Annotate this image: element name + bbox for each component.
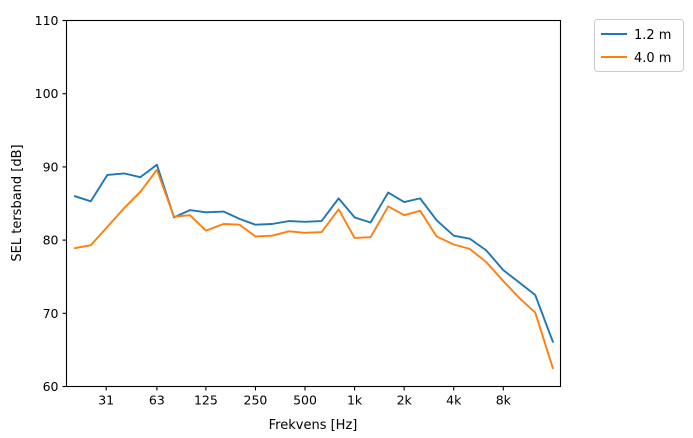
y-tick-label: 70 — [43, 306, 59, 321]
legend-box — [594, 19, 684, 72]
x-tick-label: 2k — [397, 393, 413, 408]
y-tick-label: 110 — [35, 13, 59, 28]
y-tick-label: 90 — [43, 159, 59, 174]
y-axis-tick-labels: 60 70 80 90 100 110 — [35, 13, 59, 394]
x-tick-label: 250 — [244, 393, 268, 408]
x-axis-label: Frekvens [Hz] — [269, 418, 358, 433]
y-tick-label: 60 — [43, 379, 59, 394]
x-tick-label: 1k — [347, 393, 363, 408]
legend-label-1.2m: 1.2 m — [634, 28, 671, 43]
x-tick-label: 31 — [98, 393, 114, 408]
y-axis-ticks — [62, 19, 67, 388]
y-tick-label: 80 — [43, 233, 59, 248]
x-tick-label: 8k — [496, 393, 512, 408]
x-axis-ticks — [105, 386, 504, 391]
y-axis-label: SEL tersband [dB] — [10, 144, 25, 261]
plot-frame — [65, 19, 562, 388]
x-tick-label: 4k — [446, 393, 462, 408]
y-tick-label: 100 — [35, 86, 59, 101]
legend-label-4.0m: 4.0 m — [634, 51, 671, 66]
chart-legend[interactable]: 1.2 m 4.0 m — [594, 19, 684, 72]
x-tick-label: 500 — [293, 393, 317, 408]
x-axis-tick-labels: 31 63 125 250 500 1k 2k 4k 8k — [98, 393, 511, 408]
series-line-1.2m — [73, 163, 554, 343]
series-line-4.0m — [73, 168, 554, 370]
data-series-group — [73, 163, 554, 370]
x-tick-label: 63 — [149, 393, 165, 408]
x-tick-label: 125 — [194, 393, 218, 408]
